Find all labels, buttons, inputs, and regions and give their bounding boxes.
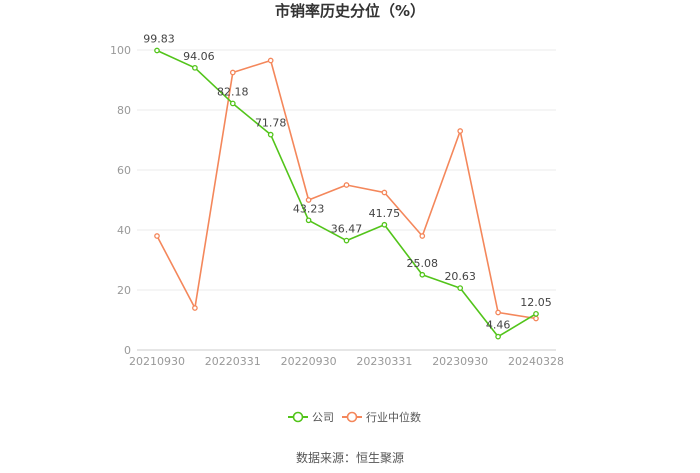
source-note: 数据来源：恒生聚源 [296,450,404,465]
x-tick-label: 20230331 [356,355,412,368]
legend-marker-1 [346,411,358,423]
data-label: 41.75 [369,207,401,220]
series-point-1 [419,233,426,239]
y-tick-label: 60 [117,164,131,177]
data-label: 12.05 [520,296,552,309]
data-label: 43.23 [293,202,325,215]
series-point-0 [419,271,426,278]
data-labels: 99.83 94.06 82.18 71.78 43.23 36.47 41.75 25.08… [143,33,552,332]
series-point-0 [267,131,274,138]
x-axis-ticks: 20210930 20220331 20220930 20230331 20230930… [129,355,564,368]
series-point-0 [457,285,464,291]
data-label: 82.18 [217,85,249,98]
series-point-0 [305,217,312,224]
series-layer [154,47,539,340]
series-point-0 [381,221,388,228]
series-point-1 [192,305,198,311]
legend-marker-0 [292,411,304,423]
series-point-1 [495,309,501,316]
y-tick-label: 100 [110,44,131,57]
grid-layer [137,49,556,351]
data-label: 36.47 [331,223,363,236]
y-axis-ticks: 0 20 40 60 80 100 [110,44,131,357]
series-point-0 [343,237,350,244]
series-line-1 [156,59,537,320]
series-point-1 [229,69,236,76]
data-label: 25.08 [407,257,439,270]
series-point-0 [495,333,501,340]
y-tick-label: 20 [117,284,131,297]
y-tick-label: 0 [124,344,131,357]
y-tick-label: 40 [117,224,131,237]
series-point-0 [192,64,198,71]
legend: 公司 行业中位数 [288,410,421,424]
x-tick-label: 20240328 [508,355,564,368]
chart-title: 市销率历史分位（%） [275,2,425,20]
series-point-1 [343,182,350,188]
series-point-1 [381,189,388,196]
x-tick-label: 20230930 [432,355,488,368]
x-tick-label: 20220331 [205,355,261,368]
x-tick-label: 20210930 [129,355,185,368]
x-tick-label: 20220930 [281,355,337,368]
series-point-1 [267,57,274,64]
data-label: 94.06 [183,50,215,63]
data-label: 71.78 [255,117,287,130]
series-point-0 [154,47,160,54]
series-point-0 [533,310,539,317]
data-label: 4.46 [486,319,511,332]
data-label: 99.83 [143,33,175,46]
series-point-1 [533,315,539,322]
series-point-0 [229,100,236,107]
y-tick-label: 80 [117,104,131,117]
series-point-1 [305,197,312,203]
legend-label-0: 公司 [312,411,334,424]
data-label: 20.63 [444,270,476,283]
series-point-1 [457,128,464,134]
legend-label-1: 行业中位数 [366,410,421,424]
series-point-1 [154,233,160,239]
